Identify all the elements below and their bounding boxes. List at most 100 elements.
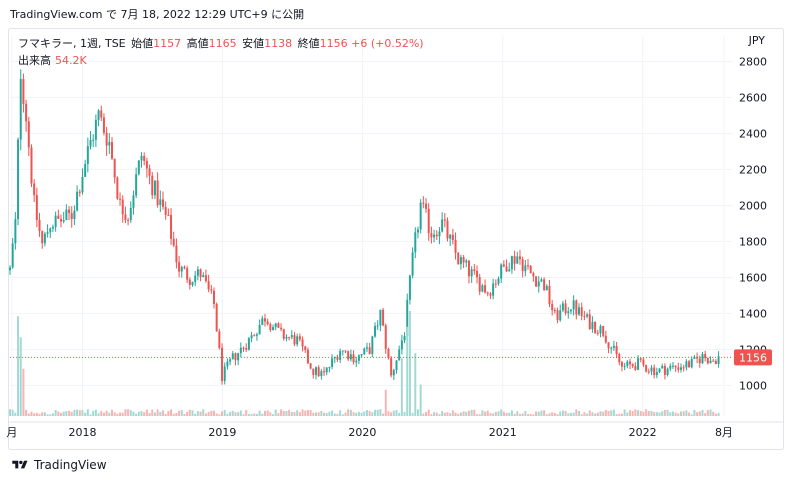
volume-bar	[33, 413, 36, 416]
volume-bar	[148, 413, 151, 416]
volume-bar	[320, 410, 323, 416]
volume-bar	[629, 410, 632, 416]
candle-body	[226, 361, 229, 367]
volume-bar	[454, 412, 457, 416]
volume-bar	[497, 411, 500, 416]
candle-body	[25, 103, 28, 122]
volume-bar	[140, 411, 143, 416]
volume-bar	[204, 413, 207, 416]
candle-body	[70, 213, 73, 219]
candle-body	[43, 233, 46, 244]
candle-body	[167, 214, 170, 216]
volume-bar	[245, 409, 248, 416]
volume-bar	[516, 411, 519, 416]
volume-bar	[129, 410, 132, 416]
candle-body	[285, 336, 288, 339]
volume-bar	[561, 410, 564, 416]
candle-body	[282, 329, 285, 339]
volume-bar	[272, 414, 275, 416]
candle-body	[545, 285, 548, 291]
candle-body	[194, 275, 197, 282]
candle-body	[623, 365, 626, 367]
volume-bar	[108, 412, 111, 416]
candle-body	[127, 219, 130, 221]
candle-body	[454, 240, 457, 253]
candle-body	[170, 214, 173, 239]
candle-body	[159, 199, 162, 205]
volume-bar	[22, 368, 25, 416]
candle-body	[607, 342, 610, 349]
candle-body	[551, 304, 554, 311]
candle-body	[666, 368, 669, 375]
volume-bar	[229, 411, 232, 416]
volume-bar	[392, 410, 395, 416]
x-tick-label: 2022	[629, 426, 657, 439]
volume-bar	[567, 413, 570, 416]
brand-footer[interactable]: TradingView	[10, 458, 107, 472]
candle-body	[132, 195, 135, 208]
candle-body	[543, 279, 546, 291]
candle-body	[49, 228, 52, 233]
candle-body	[212, 290, 215, 304]
candle-body	[398, 349, 401, 361]
candle-body	[312, 368, 315, 375]
candle-body	[406, 299, 409, 336]
candle-body	[223, 366, 226, 381]
candle-body	[414, 232, 417, 253]
volume-bar	[717, 412, 720, 416]
candle-body	[199, 269, 202, 277]
header-sep1: で	[105, 8, 117, 21]
volume-bar	[532, 414, 535, 416]
volume-bar	[68, 410, 71, 416]
volume-bar	[374, 409, 377, 416]
candle-body	[253, 335, 256, 337]
candle-body	[642, 359, 645, 365]
volume-bar	[685, 410, 688, 416]
volume-bar	[331, 410, 334, 416]
candle-body	[457, 252, 460, 265]
candle-body	[261, 318, 264, 326]
volume-bar	[422, 413, 425, 416]
volume-bar	[578, 410, 581, 416]
candle-body	[690, 358, 693, 368]
candle-body	[419, 202, 422, 230]
candle-body	[14, 219, 17, 244]
candle-body	[620, 362, 623, 367]
candle-body	[360, 354, 363, 356]
last-price-label-bg	[734, 349, 772, 366]
candle-body	[677, 367, 680, 370]
volume-label[interactable]: 出来高	[18, 54, 51, 67]
candle-body	[183, 267, 186, 269]
y-tick-label: 1400	[739, 307, 767, 320]
candle-body	[19, 79, 22, 140]
header-site[interactable]: TradingView.com	[10, 8, 103, 21]
volume-bar	[325, 413, 328, 416]
candle-body	[508, 269, 511, 272]
candle-body	[54, 215, 57, 228]
candle-body	[86, 146, 89, 165]
candle-body	[443, 219, 446, 221]
candle-body	[255, 334, 258, 336]
volume-bar	[620, 413, 623, 416]
candle-body	[290, 335, 293, 338]
volume-bar	[194, 413, 197, 416]
candle-body	[175, 245, 178, 263]
volume-bar	[371, 412, 374, 416]
volume-bar	[145, 409, 148, 416]
candle-body	[309, 363, 312, 369]
volume-bar	[680, 411, 683, 416]
candle-body	[564, 303, 567, 314]
volume-bar	[62, 411, 65, 416]
candle-body	[218, 331, 221, 348]
candle-body	[449, 234, 452, 239]
legend-symbol[interactable]: フマキラー, 1週, TSE	[18, 37, 126, 50]
candle-body	[229, 359, 232, 362]
volume-bar	[92, 410, 95, 416]
y-tick-label: 2600	[739, 91, 767, 104]
candle-body	[569, 309, 572, 312]
candle-body	[298, 336, 301, 340]
candle-body	[148, 168, 151, 176]
legend-change: +6 (+0.52%)	[351, 37, 424, 50]
volume-bar	[250, 414, 253, 416]
